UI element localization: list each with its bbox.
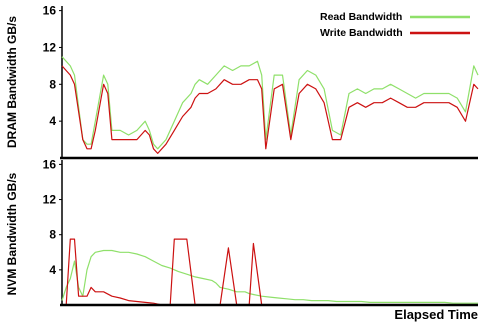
dram-series-write <box>61 65 479 154</box>
nvm-series-write <box>62 238 478 306</box>
dram-series-read <box>61 56 479 150</box>
nvm-series-read <box>61 249 478 304</box>
dram-ytick-label-16: 16 <box>43 4 57 18</box>
x-axis-label: Elapsed Time <box>394 307 478 322</box>
nvm-ytick-label-4: 4 <box>49 263 56 277</box>
dram-ytick-label-12: 12 <box>43 40 57 54</box>
nvm-ytick-label-16: 16 <box>43 157 57 171</box>
plot-area: 4 8 12 16 4 8 12 16 <box>43 4 479 307</box>
nvm-ytick-label-12: 12 <box>43 193 57 207</box>
dram-ytick-label-4: 4 <box>49 114 56 128</box>
dram-ylabel: DRAM Bandwidth GB/s <box>5 16 19 148</box>
dram-ytick-label-8: 8 <box>49 77 56 91</box>
legend-label-write: Write Bandwidth <box>320 27 403 39</box>
legend: Read Bandwidth Write Bandwidth <box>320 11 470 39</box>
legend-label-read: Read Bandwidth <box>320 11 402 23</box>
nvm-ytick-label-8: 8 <box>49 228 56 242</box>
nvm-ylabel: NVM Bandwidth GB/s <box>5 172 19 295</box>
